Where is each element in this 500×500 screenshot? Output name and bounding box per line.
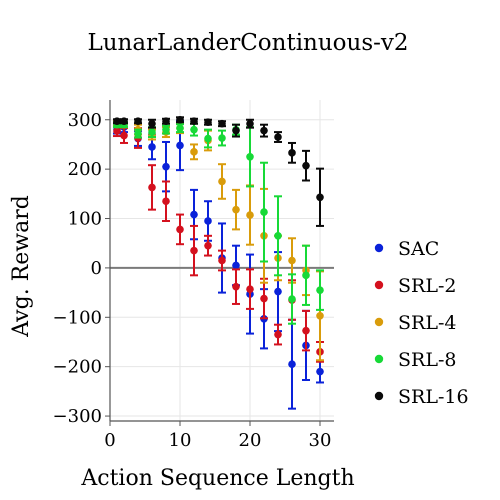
x-axis-title: Action Sequence Length [80, 466, 354, 491]
data-point [288, 256, 296, 265]
data-point [232, 261, 240, 270]
data-point [218, 177, 226, 186]
data-point [148, 119, 156, 128]
data-point [260, 294, 268, 303]
data-point [302, 161, 310, 170]
data-point [190, 148, 198, 156]
x-tick-label: 20 [239, 430, 262, 451]
data-point [120, 117, 128, 126]
y-axis-title: Avg. Reward [9, 195, 34, 338]
data-point [134, 129, 142, 138]
data-point [113, 127, 121, 135]
data-point [113, 117, 121, 126]
data-point [204, 118, 212, 127]
legend-label: SRL-2 [398, 275, 456, 297]
data-point [148, 183, 156, 192]
data-point [274, 133, 282, 141]
legend-marker [374, 317, 384, 327]
data-point [288, 360, 296, 369]
y-tick-label: −200 [53, 357, 102, 378]
legend: SAC SRL-2 SRL-4 SRL-8 SRL-16 [374, 238, 469, 408]
data-point [218, 134, 226, 142]
data-point [232, 282, 240, 291]
legend-item-sac: SAC [374, 238, 439, 260]
data-point [232, 126, 240, 135]
legend-label: SRL-8 [398, 349, 456, 371]
x-tick-label: 10 [169, 430, 192, 451]
data-point [316, 367, 324, 376]
y-tick-label: 200 [68, 159, 102, 180]
data-point [176, 115, 184, 124]
x-ticks: 0 10 20 30 [104, 421, 331, 451]
legend-item-srl-2: SRL-2 [374, 275, 456, 297]
data-point [316, 193, 324, 202]
data-point [204, 241, 212, 250]
y-tick-label: 0 [91, 258, 102, 279]
y-tick-label: −100 [53, 307, 102, 328]
legend-label: SRL-16 [398, 386, 469, 408]
legend-label: SRL-4 [398, 312, 456, 334]
data-point [134, 117, 142, 126]
data-point [302, 326, 310, 335]
data-point [260, 126, 268, 135]
legend-item-srl-8: SRL-8 [374, 349, 456, 371]
plot-series [113, 115, 324, 410]
data-point [288, 149, 296, 157]
data-point [204, 134, 212, 143]
data-point [204, 217, 212, 225]
data-point [218, 256, 226, 265]
data-point [246, 152, 254, 161]
data-point [190, 117, 198, 126]
y-tick-label: 100 [68, 209, 102, 230]
data-point [120, 131, 128, 140]
legend-item-srl-4: SRL-4 [374, 312, 456, 334]
data-point [274, 232, 282, 240]
data-point [316, 312, 324, 320]
data-point [148, 128, 156, 136]
y-tick-label: 300 [68, 110, 102, 131]
data-point [316, 286, 324, 294]
series-srl-16 [113, 115, 324, 227]
data-point [190, 210, 198, 219]
chart-title: LunarLanderContinuous-v2 [87, 30, 408, 56]
data-point [288, 295, 296, 303]
axes [109, 100, 334, 422]
data-point [162, 197, 170, 206]
data-point [190, 246, 198, 255]
data-point [260, 208, 268, 216]
y-tick-label: −300 [53, 406, 102, 427]
legend-item-srl-16: SRL-16 [374, 386, 469, 408]
data-point [246, 211, 254, 219]
data-point [232, 205, 240, 214]
data-point [162, 125, 170, 134]
data-point [246, 285, 254, 293]
data-point [176, 124, 184, 132]
x-tick-label: 0 [104, 430, 115, 451]
data-point [162, 162, 170, 171]
data-point [274, 287, 282, 296]
data-point [274, 330, 282, 339]
data-point [176, 225, 184, 234]
data-point [218, 119, 226, 128]
legend-marker [374, 391, 384, 401]
legend-label: SAC [398, 238, 439, 260]
data-point [176, 141, 184, 150]
x-tick-label: 30 [309, 430, 332, 451]
data-point [162, 117, 170, 126]
legend-marker [374, 280, 384, 290]
data-point [246, 119, 254, 128]
legend-marker [374, 243, 384, 253]
data-point [302, 271, 310, 280]
data-point [148, 143, 156, 151]
legend-marker [374, 354, 384, 364]
y-ticks: −300 −200 −100 0 100 200 300 [53, 110, 110, 427]
series-srl-2 [113, 125, 324, 363]
data-point [190, 125, 198, 134]
